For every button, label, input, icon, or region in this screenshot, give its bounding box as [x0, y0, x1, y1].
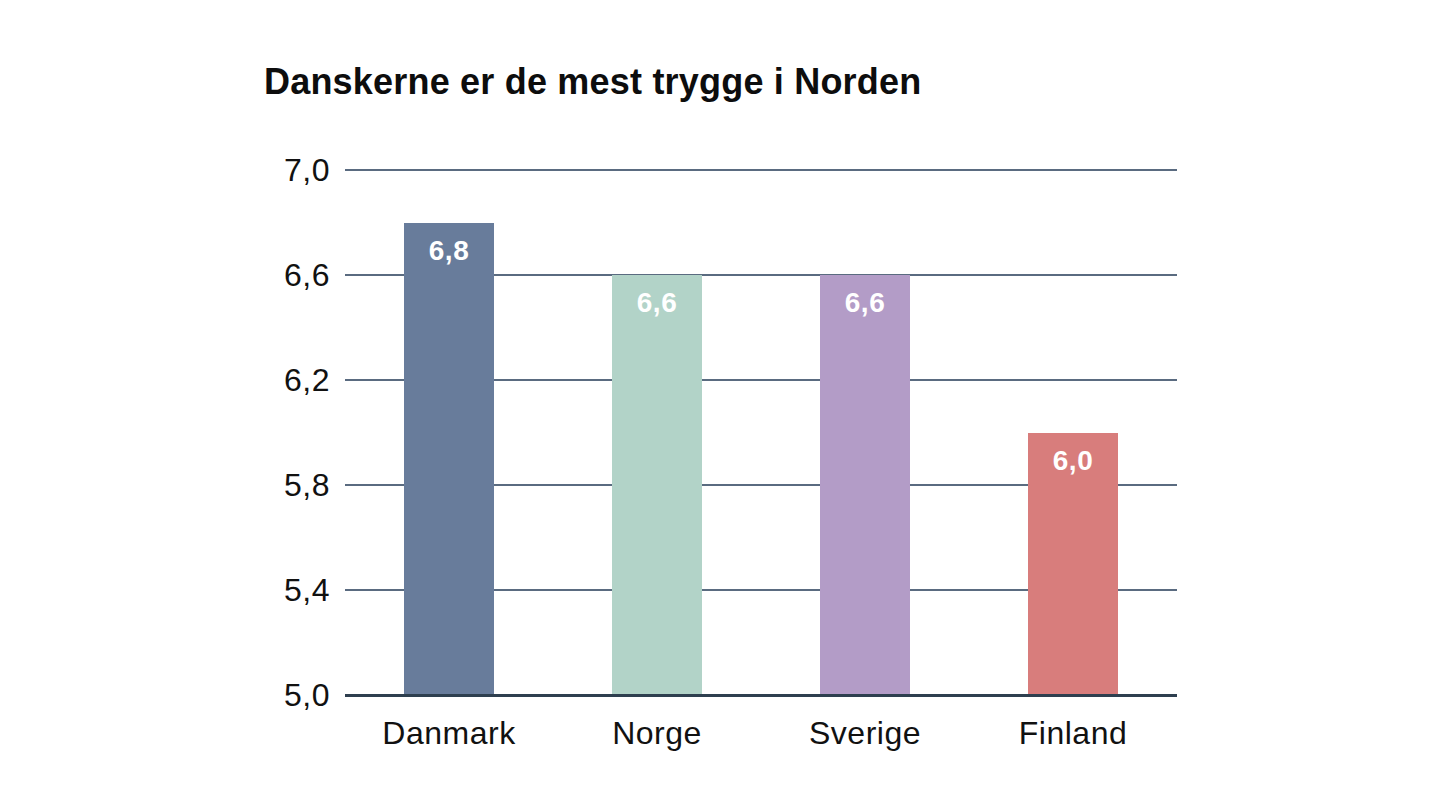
bar-value-label: 6,6 — [612, 275, 702, 319]
y-axis-tick-label: 5,0 — [180, 675, 330, 715]
chart-canvas: Danskerne er de mest trygge i Norden 7,0… — [0, 0, 1440, 810]
bar-value-label: 6,6 — [820, 275, 910, 319]
gridline — [345, 169, 1177, 171]
bar-sverige: 6,6 — [820, 275, 910, 695]
x-axis-category-label: Danmark — [345, 712, 553, 754]
y-axis-tick-label: 6,6 — [180, 255, 330, 295]
y-axis-tick-label: 7,0 — [180, 150, 330, 190]
chart-title: Danskerne er de mest trygge i Norden — [264, 62, 921, 102]
y-axis-tick-label: 5,4 — [180, 570, 330, 610]
bar-value-label: 6,0 — [1028, 433, 1118, 477]
bar-finland: 6,0 — [1028, 433, 1118, 696]
bar-danmark: 6,8 — [404, 223, 494, 696]
bar-value-label: 6,8 — [404, 223, 494, 267]
y-axis-tick-label: 5,8 — [180, 465, 330, 505]
x-axis-category-label: Finland — [969, 712, 1177, 754]
y-axis-tick-label: 6,2 — [180, 360, 330, 400]
x-axis-category-label: Sverige — [761, 712, 969, 754]
x-axis-baseline — [345, 694, 1177, 697]
bar-norge: 6,6 — [612, 275, 702, 695]
x-axis-category-label: Norge — [553, 712, 761, 754]
